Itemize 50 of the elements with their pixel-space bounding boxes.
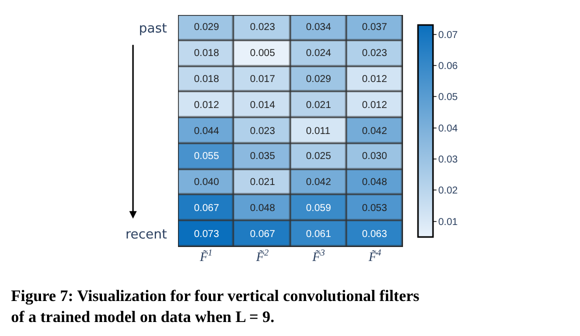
color-bar-label: 0.06 — [438, 61, 458, 72]
data-label: 0.012 — [362, 100, 388, 111]
data-label: 0.034 — [306, 22, 332, 33]
data-label: 0.044 — [194, 126, 220, 137]
data-label: 0.053 — [362, 203, 388, 214]
data-label: 0.011 — [306, 126, 331, 137]
data-label: 0.014 — [250, 100, 276, 111]
data-label: 0.029 — [306, 74, 332, 85]
data-label: 0.035 — [250, 151, 276, 162]
data-label: 0.059 — [306, 203, 332, 214]
data-label: 0.042 — [362, 126, 388, 137]
y-tick-label: past — [138, 21, 167, 36]
color-bar-label: 0.07 — [438, 30, 458, 41]
x-tick-label: F̃$^{3}$ — [311, 248, 326, 264]
data-label: 0.061 — [306, 229, 332, 240]
data-label: 0.023 — [250, 22, 276, 33]
y-tick-label: recent — [125, 228, 167, 243]
data-label: 0.055 — [194, 151, 220, 162]
data-label: 0.017 — [250, 74, 276, 85]
data-label: 0.067 — [194, 203, 220, 214]
data-label: 0.048 — [362, 177, 388, 188]
color-bar-label: 0.05 — [438, 92, 458, 104]
x-tick-label: F̃$^{4}$ — [368, 248, 382, 264]
data-label: 0.025 — [306, 151, 332, 162]
data-label: 0.024 — [306, 48, 332, 59]
caption: Figure 7: Visualization for four vertical convolutional filters of a trained model on data when L = 9. — [11, 288, 420, 326]
x-tick-label: F̃$^{1}$ — [198, 248, 212, 264]
data-label: 0.018 — [194, 74, 220, 85]
data-label: 0.063 — [362, 229, 388, 240]
data-label: 0.040 — [194, 177, 220, 188]
color-bar-label: 0.01 — [438, 216, 458, 228]
data-label: 0.073 — [194, 229, 220, 240]
data-label: 0.048 — [250, 203, 276, 214]
data-label: 0.012 — [194, 100, 220, 111]
data-label: 0.067 — [250, 229, 276, 240]
data-label: 0.023 — [362, 48, 388, 59]
data-label: 0.018 — [194, 48, 220, 59]
data-label: 0.037 — [362, 22, 388, 33]
data-label: 0.012 — [362, 74, 388, 85]
data-label: 0.021 — [250, 177, 276, 188]
color-bar-label: 0.04 — [438, 123, 458, 134]
color-bar-label: 0.02 — [438, 186, 458, 197]
data-label: 0.005 — [250, 48, 276, 59]
data-label: 0.021 — [306, 100, 332, 111]
data-label: 0.023 — [250, 126, 276, 137]
color-bar-label: 0.03 — [438, 154, 458, 166]
x-tick-label: F̃$^{2}$ — [255, 248, 270, 264]
data-label: 0.029 — [194, 22, 220, 33]
data-label: 0.030 — [362, 151, 388, 162]
data-label: 0.042 — [306, 177, 332, 188]
